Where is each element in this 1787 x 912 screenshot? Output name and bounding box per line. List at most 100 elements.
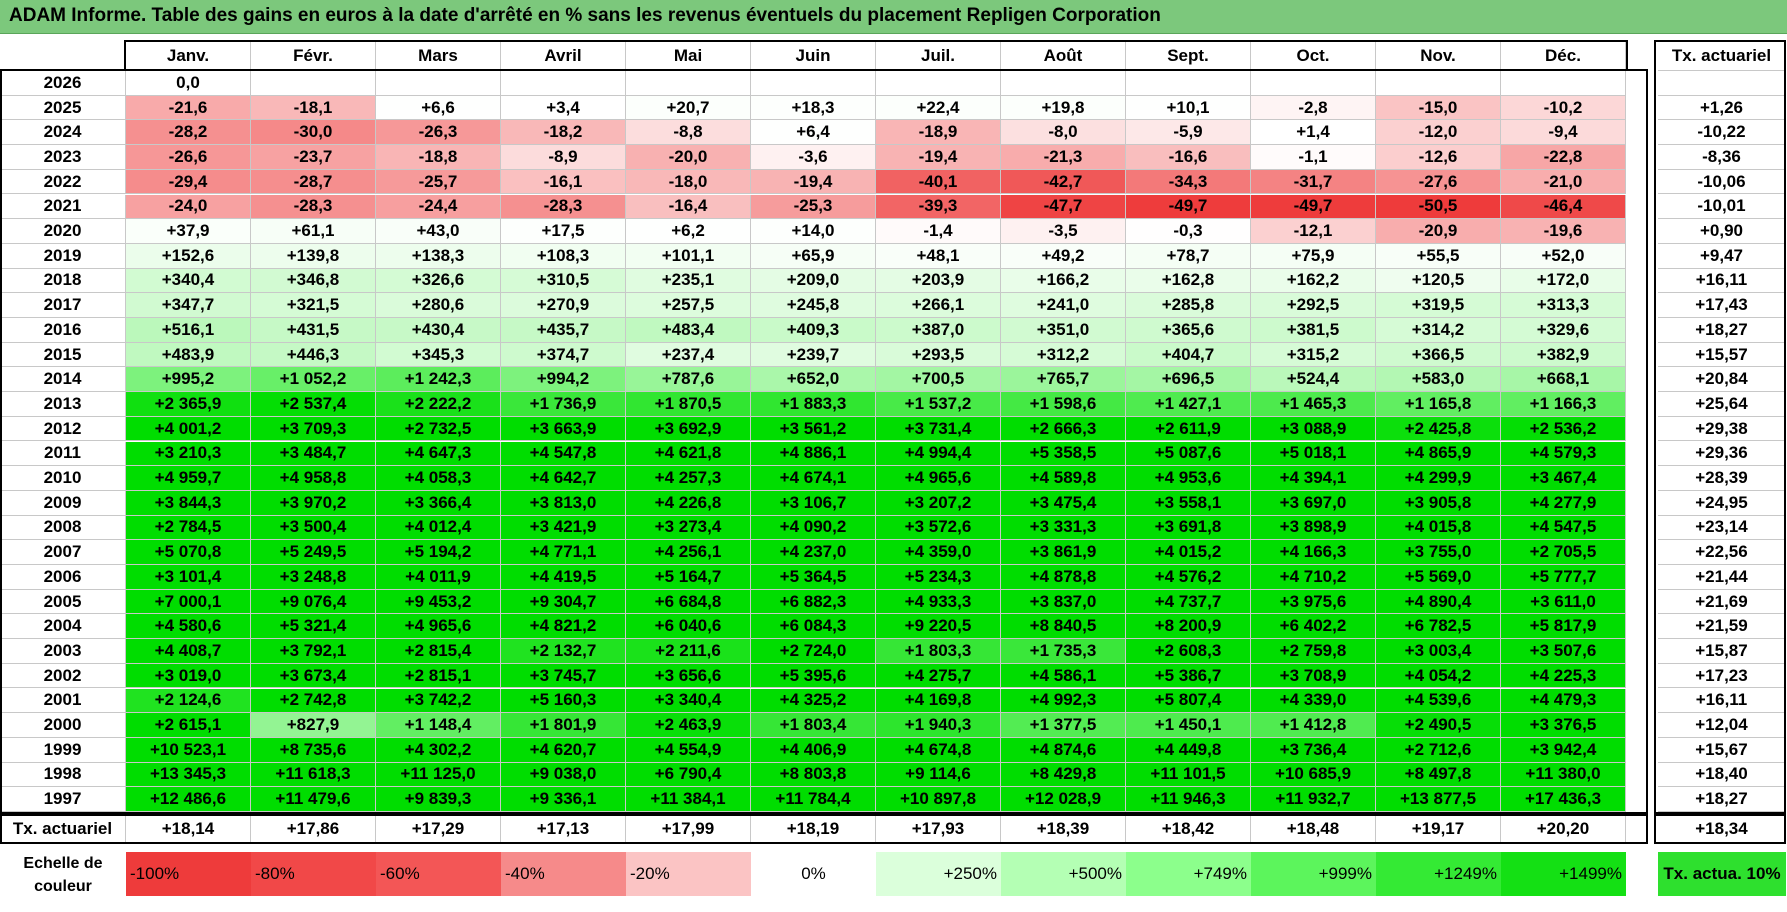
heatmap-cell: +483,4 bbox=[626, 318, 751, 343]
heatmap-cell: +2 724,0 bbox=[751, 639, 876, 664]
row-rate-value: +18,40 bbox=[1658, 762, 1786, 788]
heatmap-cell: +4 539,6 bbox=[1376, 688, 1501, 714]
heatmap-cell: +4 576,2 bbox=[1126, 565, 1251, 590]
heatmap-cell: +313,3 bbox=[1501, 293, 1626, 318]
heatmap-cell: -18,0 bbox=[626, 169, 751, 195]
heatmap-cell: +652,0 bbox=[751, 367, 876, 393]
heatmap-cell: +3 813,0 bbox=[501, 490, 626, 516]
heatmap-cell: +245,8 bbox=[751, 293, 876, 318]
heatmap-cell: +22,4 bbox=[876, 95, 1001, 121]
heatmap-cell: +1 427,1 bbox=[1126, 392, 1251, 417]
heatmap-cell: +241,0 bbox=[1001, 293, 1126, 318]
color-scale-step: +500% bbox=[1001, 852, 1126, 896]
color-scale-step: +749% bbox=[1126, 852, 1251, 896]
heatmap-cell: +2 211,6 bbox=[626, 639, 751, 664]
heatmap-cell: +4 737,7 bbox=[1126, 589, 1251, 615]
color-scale-step: -60% bbox=[376, 852, 501, 896]
heatmap-cell: +4 771,1 bbox=[501, 540, 626, 565]
heatmap-cell: +5 569,0 bbox=[1376, 565, 1501, 590]
heatmap-cell: +5 817,9 bbox=[1501, 614, 1626, 640]
heatmap-cell: +6,6 bbox=[376, 95, 501, 121]
heatmap-cell: +6,2 bbox=[626, 219, 751, 244]
heatmap-cell: +8 840,5 bbox=[1001, 614, 1126, 640]
heatmap-cell: +1 870,5 bbox=[626, 392, 751, 417]
heatmap-cell: +326,6 bbox=[376, 268, 501, 294]
year-label: 2005 bbox=[0, 589, 126, 615]
year-label: 2000 bbox=[0, 713, 126, 738]
heatmap-cell: +4 275,7 bbox=[876, 663, 1001, 689]
heatmap-cell: +3 366,4 bbox=[376, 490, 501, 516]
heatmap-cell: -19,4 bbox=[751, 169, 876, 195]
heatmap-cell: +5 164,7 bbox=[626, 565, 751, 590]
year-label: 2014 bbox=[0, 367, 126, 393]
heatmap-cell bbox=[751, 71, 876, 96]
heatmap-cell: +7 000,1 bbox=[126, 589, 251, 615]
heatmap-cell bbox=[626, 71, 751, 96]
heatmap-cell: -18,8 bbox=[376, 145, 501, 170]
heatmap-cell: -16,1 bbox=[501, 169, 626, 195]
heatmap-cell: +3 692,9 bbox=[626, 416, 751, 442]
heatmap-cell: +4 953,6 bbox=[1126, 466, 1251, 491]
heatmap-cell: +6 782,5 bbox=[1376, 614, 1501, 640]
heatmap-cell: +3 019,0 bbox=[126, 663, 251, 689]
footer-rate-value: +18,48 bbox=[1251, 814, 1376, 844]
heatmap-cell: +3 101,4 bbox=[126, 565, 251, 590]
heatmap-cell: +11 479,6 bbox=[251, 787, 376, 812]
heatmap-cell: +4 325,2 bbox=[751, 688, 876, 714]
heatmap-cell: -22,8 bbox=[1501, 145, 1626, 170]
month-header: Janv. bbox=[126, 42, 251, 71]
heatmap-cell: -49,7 bbox=[1251, 194, 1376, 220]
year-label: 2017 bbox=[0, 293, 126, 318]
heatmap-cell: +5 249,5 bbox=[251, 540, 376, 565]
heatmap-cell: +4 011,9 bbox=[376, 565, 501, 590]
heatmap-cell: +1 465,3 bbox=[1251, 392, 1376, 417]
heatmap-cell: +6 040,6 bbox=[626, 614, 751, 640]
month-header: Déc. bbox=[1501, 42, 1626, 71]
heatmap-cell: +3 905,8 bbox=[1376, 490, 1501, 516]
heatmap-cell: -26,6 bbox=[126, 145, 251, 170]
heatmap-cell: -39,3 bbox=[876, 194, 1001, 220]
heatmap-cell: +2 365,9 bbox=[126, 392, 251, 417]
heatmap-cell: +2 425,8 bbox=[1376, 416, 1501, 442]
footer-rate-value: +17,29 bbox=[376, 814, 501, 844]
year-label: 2021 bbox=[0, 194, 126, 220]
heatmap-cell: +101,1 bbox=[626, 243, 751, 269]
heatmap-cell: +162,2 bbox=[1251, 268, 1376, 294]
month-header: Sept. bbox=[1126, 42, 1251, 71]
heatmap-cell: +2 732,5 bbox=[376, 416, 501, 442]
heatmap-cell: +1 735,3 bbox=[1001, 639, 1126, 664]
year-label: 2022 bbox=[0, 169, 126, 195]
heatmap-cell: +280,6 bbox=[376, 293, 501, 318]
heatmap-cell: +235,1 bbox=[626, 268, 751, 294]
row-rate-value: +9,47 bbox=[1658, 243, 1786, 269]
heatmap-cell: +4 277,9 bbox=[1501, 490, 1626, 516]
heatmap-cell: +8 735,6 bbox=[251, 737, 376, 763]
heatmap-cell: +4 054,2 bbox=[1376, 663, 1501, 689]
heatmap-cell: +4 890,4 bbox=[1376, 589, 1501, 615]
heatmap-cell: +3 507,6 bbox=[1501, 639, 1626, 664]
heatmap-cell: -27,6 bbox=[1376, 169, 1501, 195]
heatmap-cell: +3 837,0 bbox=[1001, 589, 1126, 615]
heatmap-cell: +5 070,8 bbox=[126, 540, 251, 565]
heatmap-cell: +483,9 bbox=[126, 342, 251, 368]
year-label: 2015 bbox=[0, 342, 126, 368]
heatmap-cell: +1 148,4 bbox=[376, 713, 501, 738]
row-rate-value: +20,84 bbox=[1658, 367, 1786, 393]
heatmap-cell: +2 124,6 bbox=[126, 688, 251, 714]
heatmap-cell: +4 359,0 bbox=[876, 540, 1001, 565]
heatmap-cell: +3 248,8 bbox=[251, 565, 376, 590]
heatmap-cell: +346,8 bbox=[251, 268, 376, 294]
heatmap-cell: +138,3 bbox=[376, 243, 501, 269]
row-rate-value: +25,64 bbox=[1658, 392, 1786, 417]
heatmap-cell bbox=[1126, 71, 1251, 96]
heatmap-cell: +314,2 bbox=[1376, 318, 1501, 343]
month-header: Août bbox=[1001, 42, 1126, 71]
row-rate-value: -10,06 bbox=[1658, 169, 1786, 195]
heatmap-cell: +20,7 bbox=[626, 95, 751, 121]
heatmap-cell: +6 402,2 bbox=[1251, 614, 1376, 640]
heatmap-cell: -49,7 bbox=[1126, 194, 1251, 220]
heatmap-cell: -31,7 bbox=[1251, 169, 1376, 195]
heatmap-cell: +4 012,4 bbox=[376, 515, 501, 541]
heatmap-cell: +2 666,3 bbox=[1001, 416, 1126, 442]
